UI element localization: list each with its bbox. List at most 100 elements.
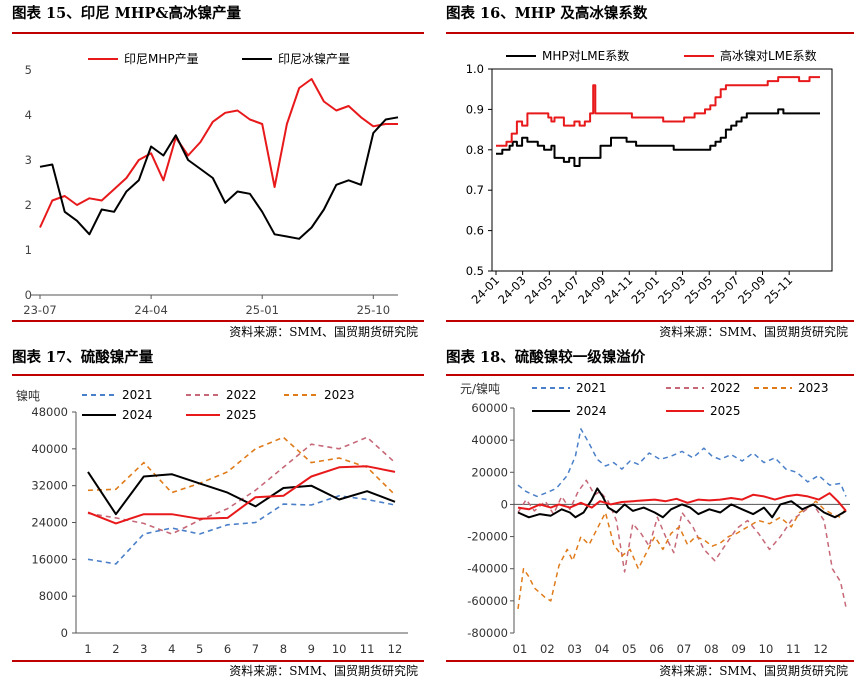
y-tick-label: 20000 <box>471 465 508 479</box>
panel-nickel-sulfate-output: 图表 17、硫酸镍产量 0 8000 16000 24000 32000 40000 480… <box>12 344 424 684</box>
y-tick-label: -40000 <box>467 562 508 576</box>
series-line-2022 <box>87 436 396 535</box>
source-rule <box>446 660 854 662</box>
x-tick-label: 5 <box>196 642 203 656</box>
y-tick-label: -20000 <box>467 530 508 544</box>
chart-2: 0.50.60.70.80.91.024-0124-0324-0524-0724… <box>466 48 833 307</box>
x-tick-label: 3 <box>140 642 147 656</box>
series-line-2 <box>496 76 820 147</box>
legend-matte-coef-label: 高冰镍对LME系数 <box>720 48 817 63</box>
x-tick-label: 2 <box>112 642 119 656</box>
chart-1: 0 1 2 3 4 5 23-07 24-04 25-01 25-10 印尼MHP产量 印尼冰镍产量 <box>23 52 399 317</box>
y-tick-label: 1.0 <box>466 62 484 76</box>
y-tick-label: -60000 <box>467 594 508 608</box>
x-tick-label: 24-01 <box>469 273 503 307</box>
legend-mhp-coef-label: MHP对LME系数 <box>542 48 629 63</box>
source-note: 资料来源：SMM、国贸期货研究院 <box>229 325 418 339</box>
legend-2024-label: 2024 <box>576 404 607 418</box>
x-tick-label: 24-11 <box>602 273 636 307</box>
x-tick-label: 08 <box>704 642 719 656</box>
y-tick-label: -80000 <box>467 626 508 640</box>
legend-mhp-label: 印尼MHP产量 <box>124 52 199 66</box>
x-tick-label: 11 <box>786 642 801 656</box>
x-tick-label: 24-09 <box>575 273 609 307</box>
series-line-2023 <box>517 500 847 610</box>
x-tick-label: 25-05 <box>682 273 716 307</box>
y-tick-label: 3 <box>25 153 32 167</box>
series-line-2021 <box>517 428 847 498</box>
x-tick-label: 09 <box>731 642 746 656</box>
y-tick-label: 0 <box>61 626 68 640</box>
x-tick-label: 11 <box>360 642 375 656</box>
legend-matte-label: 印尼冰镍产量 <box>278 52 350 66</box>
source-rule <box>12 660 424 662</box>
series-line-2021 <box>87 495 396 565</box>
x-tick-label: 01 <box>513 642 528 656</box>
x-tick-label: 9 <box>308 642 315 656</box>
x-tick-label: 06 <box>649 642 664 656</box>
x-tick-label: 02 <box>540 642 555 656</box>
legend-2022-label: 2022 <box>226 388 257 402</box>
x-tick-label: 12 <box>813 642 828 656</box>
y-tick-label: 0.7 <box>466 183 484 197</box>
source-note: 资料来源：SMM、国贸期货研究院 <box>659 664 848 678</box>
y-tick-label: 40000 <box>31 442 68 456</box>
legend-2021-label: 2021 <box>122 388 153 402</box>
x-tick-label: 1 <box>84 642 91 656</box>
x-tick-label: 25-07 <box>708 273 742 307</box>
series-line-2024 <box>517 487 847 519</box>
y-tick-label: 0 <box>501 497 508 511</box>
y-tick-label: 5 <box>25 63 32 77</box>
legend-2025-label: 2025 <box>226 408 257 422</box>
series-line-2 <box>39 116 399 240</box>
x-tick-label: 23-07 <box>23 303 56 317</box>
x-tick-label: 25-01 <box>628 273 662 307</box>
series-line-1 <box>39 78 398 228</box>
y-tick-label: 0 <box>25 288 32 302</box>
x-tick-label: 04 <box>595 642 610 656</box>
series-line-2025 <box>87 465 396 525</box>
x-tick-label: 24-04 <box>134 303 167 317</box>
x-tick-label: 6 <box>224 642 231 656</box>
source-note: 资料来源：SMM、国贸期货研究院 <box>229 664 418 678</box>
y-tick-label: 0.6 <box>466 224 484 238</box>
x-tick-label: 25-03 <box>655 273 689 307</box>
legend-2025-label: 2025 <box>710 404 741 418</box>
y-tick-label: 24000 <box>31 516 68 530</box>
legend-2024-label: 2024 <box>122 408 153 422</box>
title-rule <box>12 32 424 34</box>
panel-title: 图表 15、印尼 MHP&高冰镍产量 <box>12 5 242 22</box>
y-tick-label: 40000 <box>471 433 508 447</box>
x-tick-label: 24-05 <box>522 273 556 307</box>
x-tick-label: 25-10 <box>357 303 390 317</box>
legend-2023-label: 2023 <box>324 388 355 402</box>
source-note: 资料来源：SMM、国贸期货研究院 <box>659 325 848 339</box>
x-tick-label: 24-07 <box>549 273 583 307</box>
legend-2023-label: 2023 <box>798 381 829 395</box>
x-tick-label: 25-11 <box>762 273 796 307</box>
x-tick-label: 10 <box>332 642 347 656</box>
panel-title: 图表 17、硫酸镍产量 <box>12 349 154 366</box>
legend-2021-label: 2021 <box>576 381 607 395</box>
title-rule <box>446 374 854 376</box>
y-tick-label: 4 <box>25 108 32 122</box>
panel-title: 图表 16、MHP 及高冰镍系数 <box>446 5 648 22</box>
panel-mhp-matte-output: 图表 15、印尼 MHP&高冰镍产量 0 1 2 3 4 5 23-07 24-04 25-01… <box>12 0 424 342</box>
chart-4: -80000 -60000 -40000 -20000 0 20000 40000 60000… <box>460 381 850 656</box>
y-axis-title: 镍吨 <box>16 389 40 403</box>
x-tick-label: 25-09 <box>735 273 769 307</box>
y-tick-label: 8000 <box>39 589 68 603</box>
y-tick-label: 1 <box>25 243 32 257</box>
series-line-2025 <box>517 492 847 512</box>
y-axis-title: 元/镍吨 <box>460 382 500 396</box>
legend-2022-label: 2022 <box>710 381 741 395</box>
x-tick-label: 25-01 <box>245 303 278 317</box>
series-line-2024 <box>87 471 396 516</box>
panel-mhp-matte-coefficient: 图表 16、MHP 及高冰镍系数 0.5 0.6 0.7 0.8 0.9 1.0 24-01… <box>446 0 854 342</box>
x-tick-label: 7 <box>252 642 259 656</box>
x-tick-label: 4 <box>168 642 175 656</box>
series-line-2022 <box>517 479 847 608</box>
x-tick-label: 8 <box>280 642 287 656</box>
panel-title: 图表 18、硫酸镍较一级镍溢价 <box>446 349 646 366</box>
y-tick-label: 48000 <box>31 405 68 419</box>
